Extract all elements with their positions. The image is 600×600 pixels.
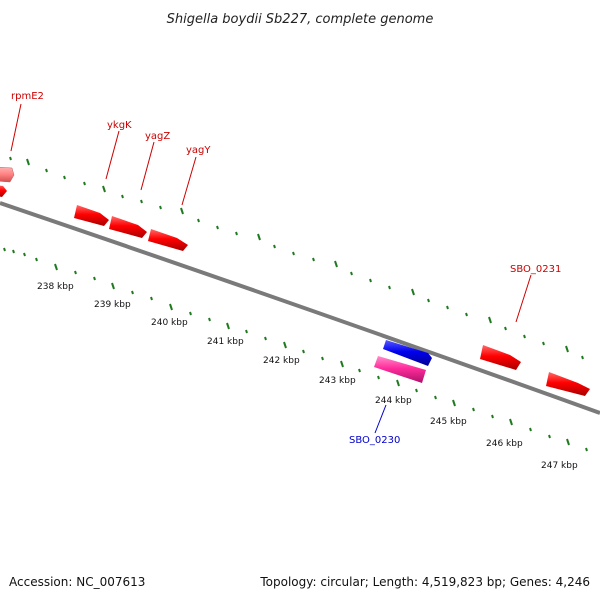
scale-label: 245 kbp bbox=[430, 417, 467, 427]
gene-leader-lines bbox=[10, 103, 532, 434]
scale-label: 242 kbp bbox=[263, 356, 300, 366]
genome-backbone bbox=[0, 201, 600, 415]
gene-label-ykgK: ykgK bbox=[107, 120, 132, 131]
gene-yagZ[interactable] bbox=[109, 216, 147, 238]
gene-reverse-blue[interactable] bbox=[383, 340, 432, 366]
scale-label: 238 kbp bbox=[37, 282, 74, 292]
gene-rpmE2[interactable] bbox=[0, 166, 15, 197]
gene-label-yagY: yagY bbox=[186, 145, 211, 156]
outer-tick-ring bbox=[9, 156, 584, 360]
gene-right-edge[interactable] bbox=[546, 372, 590, 396]
accession-text: Accession: NC_007613 bbox=[9, 575, 145, 589]
gene-SBO_0230[interactable] bbox=[374, 356, 426, 383]
gene-label-yagZ: yagZ bbox=[145, 131, 170, 142]
gene-label-SBO_0231: SBO_0231 bbox=[510, 264, 561, 275]
gene-label-SBO_0230: SBO_0230 bbox=[349, 435, 400, 446]
map-title: Shigella boydii Sb227, complete genome bbox=[167, 12, 434, 27]
gene-yagY[interactable] bbox=[148, 229, 188, 251]
gene-label-rpmE2: rpmE2 bbox=[11, 91, 44, 102]
scale-label: 246 kbp bbox=[486, 439, 523, 449]
scale-label: 239 kbp bbox=[94, 300, 131, 310]
scale-labels: 238 kbp 239 kbp 240 kbp 241 kbp 242 kbp … bbox=[37, 282, 578, 471]
gene-ykgK[interactable] bbox=[74, 205, 109, 226]
scale-label: 244 kbp bbox=[375, 396, 412, 406]
gene-SBO_0231[interactable] bbox=[480, 345, 521, 370]
genome-summary-text: Topology: circular; Length: 4,519,823 bp… bbox=[259, 575, 590, 589]
scale-label: 241 kbp bbox=[207, 337, 244, 347]
scale-label: 243 kbp bbox=[319, 376, 356, 386]
scale-label: 240 kbp bbox=[151, 318, 188, 328]
scale-label: 247 kbp bbox=[541, 461, 578, 471]
inner-tick-ring bbox=[3, 247, 588, 452]
